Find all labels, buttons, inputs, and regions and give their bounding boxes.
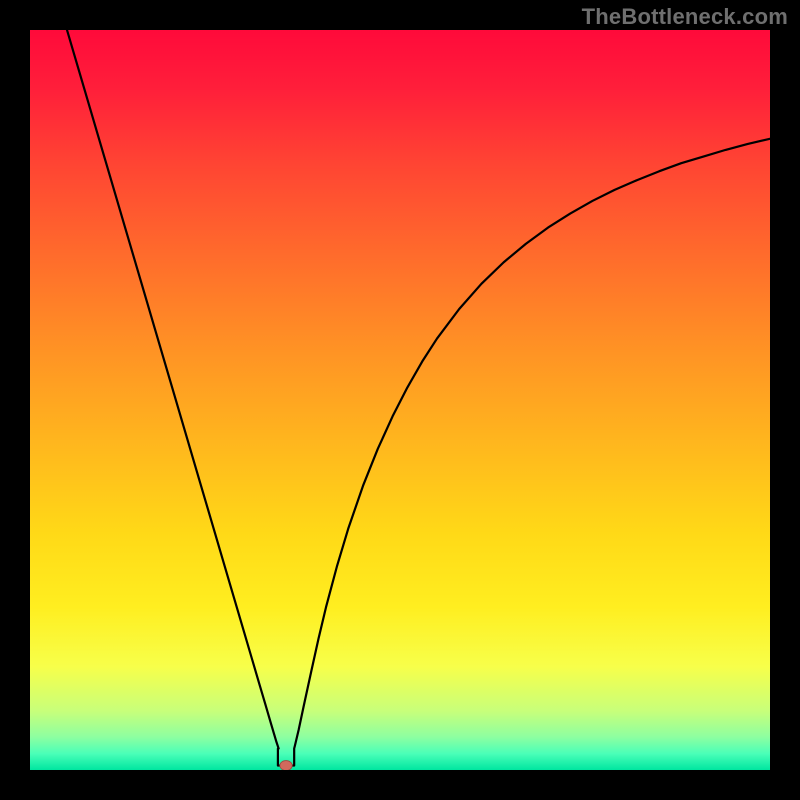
watermark-text: TheBottleneck.com (582, 4, 788, 30)
optimal-point-marker (280, 761, 292, 770)
bottleneck-chart (30, 30, 770, 770)
